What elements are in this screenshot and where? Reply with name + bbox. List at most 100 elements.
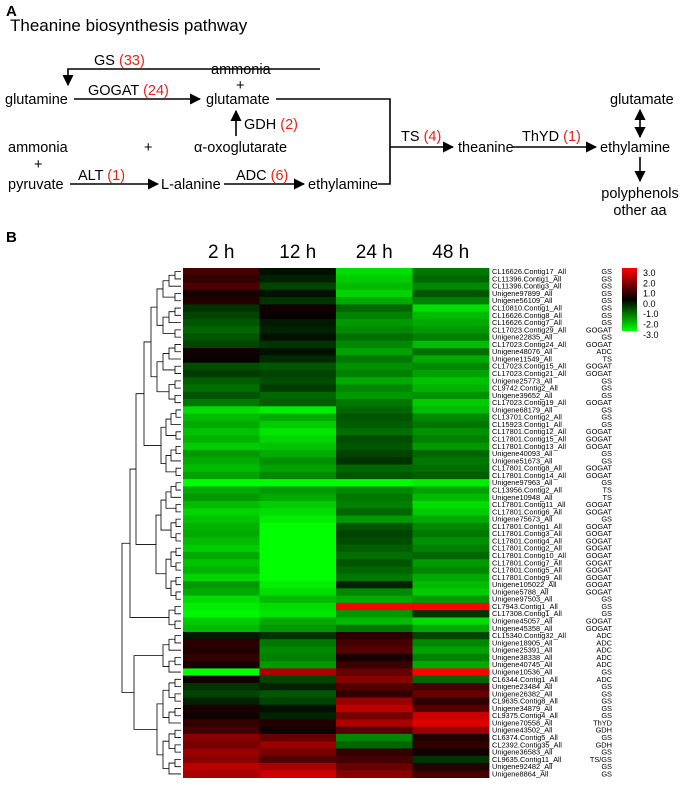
heatmap-cell: [412, 595, 490, 604]
gene-name: Unigene26382_All: [492, 689, 553, 698]
heatmap-cell: [412, 530, 490, 538]
heatmap-cell: [259, 420, 337, 429]
enzyme-name: GDH: [596, 726, 612, 735]
heatmap-cell: [336, 653, 413, 662]
heatmap-cell: [259, 348, 337, 356]
dendrogram-branch: [175, 547, 181, 556]
heatmap-cell: [412, 340, 490, 349]
dendrogram-branch: [143, 341, 161, 446]
heatmap-cell: [183, 391, 260, 400]
heatmap-cell: [336, 391, 413, 400]
heatmap-cell: [412, 690, 490, 698]
heatmap-cell: [336, 704, 413, 713]
heatmap-cell: [183, 355, 260, 364]
enzyme-name: GS: [601, 595, 612, 604]
gene-name: CL17801.Contig1_All: [492, 522, 562, 531]
heatmap-cell: [259, 537, 337, 546]
theanine-node: theanine: [458, 140, 514, 156]
heatmap-cell: [183, 486, 260, 495]
dendrogram-branch: [168, 733, 175, 749]
polyphenols-node: polyphenols: [601, 186, 678, 202]
enzyme-name: TS/GS: [590, 755, 612, 764]
heatmap-cell: [336, 763, 413, 771]
gene-name: CL9635.Contig11_All: [492, 755, 562, 764]
gene-name: CL17801.Contig8_All: [492, 464, 562, 473]
enzyme-name: GS: [601, 515, 612, 524]
heatmap-cell: [183, 348, 260, 356]
heatmap-cell: [336, 690, 413, 698]
enzyme-name: ADC: [596, 347, 612, 356]
heatmap-cell: [183, 719, 260, 728]
heatmap-cell: [259, 450, 337, 458]
heatmap-cell: [183, 435, 260, 444]
dendrogram-branch: [174, 759, 181, 768]
gene-name: CL17801.Contig10_All: [492, 551, 566, 560]
scale-tick-label: -2.0: [643, 320, 659, 330]
enzyme-name: GS: [601, 413, 612, 422]
heatmap-cell: [336, 559, 413, 567]
heatmap-cell: [259, 588, 337, 596]
heatmap-cell: [336, 362, 413, 371]
heatmap-cell: [183, 544, 260, 553]
heatmap-cell: [412, 748, 490, 757]
gene-name: Unigene8864_All: [492, 769, 549, 778]
dendrogram-branch: [175, 518, 181, 527]
enzyme-name: GOGAT: [586, 325, 613, 334]
dendrogram-branch: [170, 522, 176, 538]
gene-name: Unigene22835_All: [492, 333, 553, 342]
heatmap-cell: [336, 741, 413, 749]
heatmap-cell: [412, 639, 490, 647]
enzyme-name: GS: [601, 449, 612, 458]
gene-name: Unigene105022_All: [492, 580, 557, 589]
enzyme-name: GS: [601, 704, 612, 713]
gene-name: Unigene51673_All: [492, 456, 553, 465]
enzyme-name: TS: [603, 354, 613, 363]
gene-name: Unigene75673_All: [492, 515, 553, 524]
gene-name: Unigene48076_All: [492, 347, 553, 356]
dendrogram-branch: [174, 365, 181, 374]
enzyme-name: GOGAT: [586, 551, 613, 560]
enzyme-name: GS: [601, 318, 612, 327]
heatmap-cell: [259, 770, 337, 778]
panel-b-letter: B: [6, 229, 17, 246]
enzyme-name: GS: [601, 733, 612, 742]
enzyme-name: GS: [601, 282, 612, 291]
heatmap-cell: [183, 282, 260, 291]
heatmap-cell: [259, 661, 337, 669]
heatmap-cell: [336, 726, 413, 735]
pathway-title: Theanine biosynthesis pathway: [10, 16, 248, 35]
gene-name: Unigene97503_All: [492, 595, 553, 604]
enzyme-name: GOGAT: [586, 398, 613, 407]
heatmap-cell: [183, 624, 260, 633]
gdh-label: GDH (2): [244, 117, 298, 133]
heatmap-cell: [336, 537, 413, 546]
dendrogram-branch: [156, 703, 163, 756]
gene-name: CL2392.Contig35_All: [492, 740, 562, 749]
enzyme-name: GOGAT: [586, 536, 613, 545]
gene-name: CL17023.Contig24_All: [492, 340, 566, 349]
enzyme-name: GOGAT: [586, 522, 613, 531]
gene-name: Unigene11549_All: [492, 354, 552, 363]
dendrogram-branch: [170, 580, 176, 596]
heatmap-cell: [336, 581, 413, 589]
enzyme-name: GOGAT: [586, 624, 613, 633]
gene-name: CL17801.Contig11_All: [492, 500, 566, 509]
gene-name: Unigene23484_All: [492, 682, 553, 691]
heatmap-cell: [336, 442, 413, 451]
enzyme-name: GDH: [596, 740, 612, 749]
heatmap-cell: [183, 559, 260, 567]
heatmap-cell: [412, 362, 490, 371]
heatmap-cell: [336, 282, 413, 291]
heatmap-cell: [336, 486, 413, 495]
heatmap-cell: [412, 719, 490, 728]
dendrogram-branch: [175, 591, 181, 600]
dendrogram-branch: [175, 431, 181, 440]
heatmap-cell: [259, 675, 337, 684]
gene-name: CL7943.Contig1_All: [492, 602, 558, 611]
heatmap-cell: [336, 566, 413, 575]
enzyme-name: ADC: [596, 638, 612, 647]
dendrogram-branch: [133, 655, 163, 730]
heatmap-cell: [336, 464, 413, 473]
dendrogram-branch: [156, 288, 163, 326]
